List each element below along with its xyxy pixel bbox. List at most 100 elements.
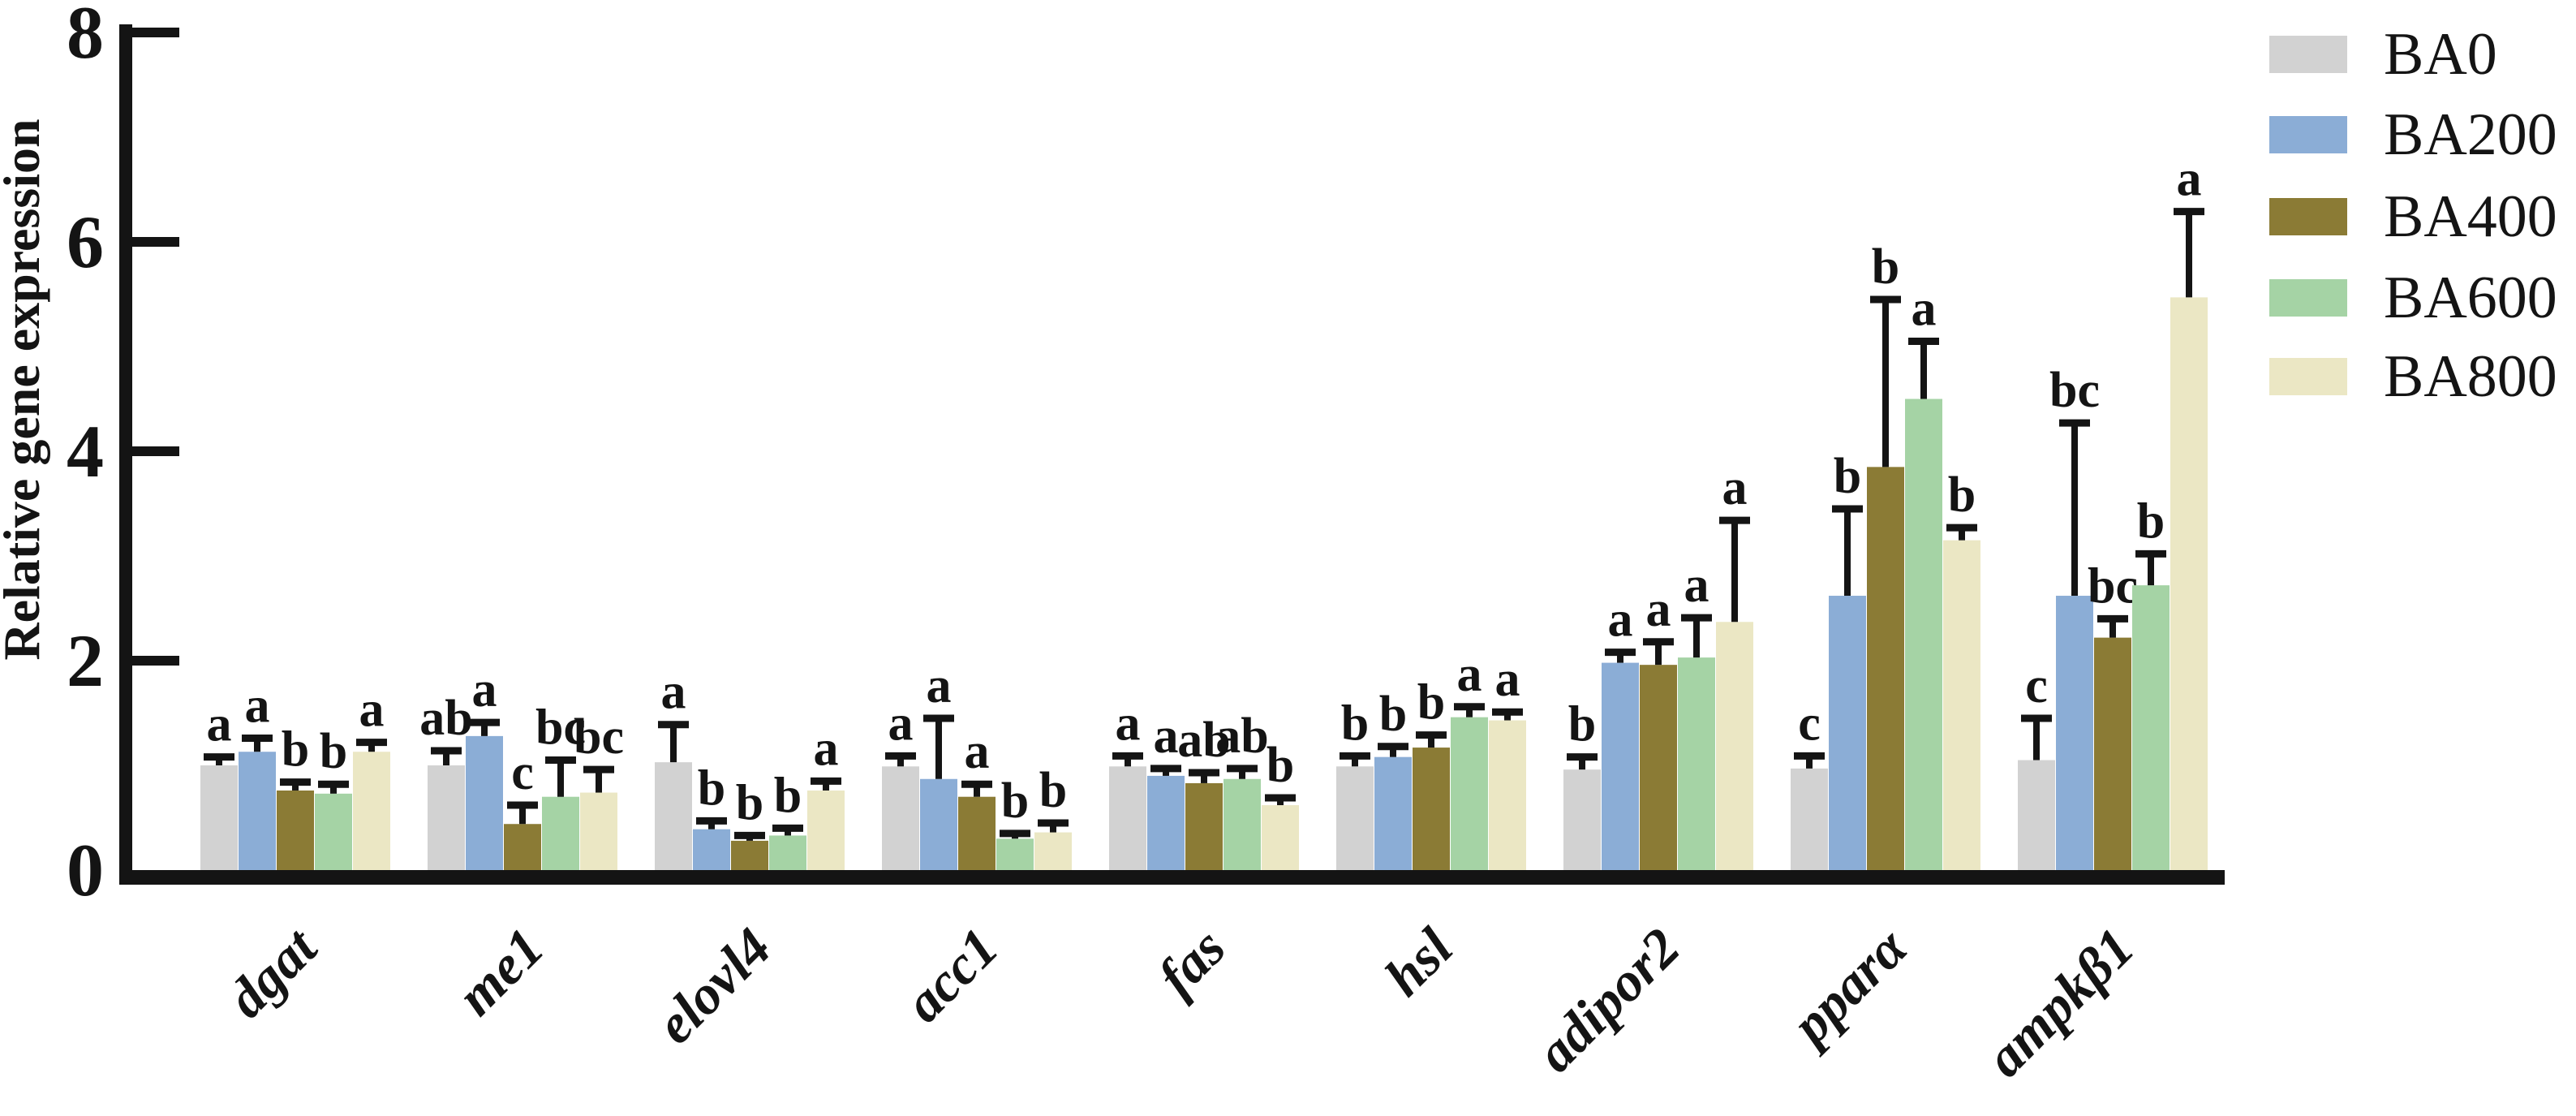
significance-letter: b	[2137, 493, 2165, 549]
bar-BA400-adipor2	[1640, 665, 1677, 870]
y-tick-label: 8	[67, 0, 104, 74]
legend-swatch-BA600	[2269, 279, 2347, 317]
bar-BA0-adipor2	[1563, 769, 1601, 870]
bar-BA400-ampkβ1	[2094, 637, 2131, 870]
significance-letter: a	[1154, 709, 1179, 764]
bar-BA0-hsl	[1336, 766, 1374, 870]
bar-BA400-acc1	[958, 796, 996, 870]
bar-BA200-hsl	[1374, 756, 1412, 870]
bar-BA0-ampkβ1	[2018, 760, 2055, 870]
significance-letter: bc	[574, 709, 624, 765]
bar-BA600-hsl	[1451, 717, 1488, 870]
significance-letter: a	[472, 662, 497, 717]
bar-BA400-pparα	[1867, 467, 1904, 870]
bar-BA600-dgat	[315, 793, 352, 870]
bar-BA400-me1	[504, 824, 541, 870]
significance-letter: a	[1457, 647, 1482, 702]
legend-swatch-BA0	[2269, 36, 2347, 73]
bar-BA800-pparα	[1943, 540, 1980, 870]
significance-letter: ab	[1215, 709, 1268, 764]
y-tick-label: 0	[67, 829, 104, 911]
significance-letter: b	[1834, 449, 1861, 504]
bar-BA600-ampkβ1	[2132, 585, 2170, 870]
significance-letter: a	[1646, 582, 1671, 637]
bar-BA400-elovl4	[731, 840, 768, 870]
significance-letter: a	[1116, 696, 1141, 751]
significance-letter: a	[1684, 558, 1709, 613]
significance-letter: b	[320, 724, 347, 779]
significance-letter: a	[359, 683, 385, 738]
bar-BA200-elovl4	[693, 829, 730, 870]
y-axis-spine	[119, 24, 132, 885]
legend-label-BA400: BA400	[2384, 183, 2557, 250]
significance-letter: ab	[419, 691, 472, 746]
significance-letter: b	[1872, 239, 1899, 295]
significance-letter: c	[2025, 658, 2048, 713]
significance-letter: a	[1608, 592, 1633, 648]
y-tick	[132, 446, 179, 456]
bar-BA800-elovl4	[807, 790, 845, 870]
y-tick	[132, 28, 179, 37]
legend-swatch-BA200	[2269, 116, 2347, 153]
significance-letter: a	[1912, 282, 1937, 337]
bar-BA600-acc1	[996, 838, 1034, 870]
bar-BA200-fas	[1147, 775, 1185, 870]
bar-BA800-me1	[580, 792, 617, 870]
bar-BA600-elovl4	[769, 835, 806, 870]
significance-letter: b	[1039, 763, 1067, 818]
legend-label-BA800: BA800	[2384, 343, 2557, 410]
bar-BA600-me1	[542, 796, 579, 870]
bar-BA0-acc1	[882, 766, 919, 870]
bar-BA0-me1	[428, 765, 465, 870]
significance-letter: b	[736, 775, 763, 830]
bar-BA200-adipor2	[1602, 662, 1639, 870]
x-axis-line	[119, 870, 2225, 885]
significance-letter: bc	[535, 700, 586, 756]
x-category-label-hsl: hsl	[1373, 916, 1464, 1008]
bar-BA200-pparα	[1829, 596, 1866, 870]
bar-BA800-dgat	[353, 752, 390, 870]
bar-BA600-pparα	[1905, 399, 1942, 870]
x-category-label-dgat: dgat	[215, 915, 329, 1029]
significance-letter: bc	[2088, 558, 2138, 614]
bar-BA400-fas	[1185, 782, 1223, 870]
bar-BA800-ampkβ1	[2170, 297, 2208, 870]
significance-letter: a	[814, 721, 839, 776]
significance-letter: b	[1568, 697, 1596, 752]
bar-BA200-ampkβ1	[2056, 596, 2093, 870]
bar-BA400-dgat	[277, 790, 314, 870]
significance-letter: a	[1722, 460, 1748, 515]
y-tick	[132, 237, 179, 247]
bar-BA200-acc1	[920, 778, 957, 870]
significance-letter: a	[207, 697, 232, 752]
significance-letter: b	[282, 722, 309, 778]
significance-letter: c	[511, 745, 534, 800]
bar-BA800-adipor2	[1716, 622, 1753, 870]
significance-letter: a	[661, 665, 686, 720]
legend-label-BA600: BA600	[2384, 265, 2557, 331]
bar-BA800-acc1	[1034, 832, 1072, 870]
significance-letter: c	[1798, 696, 1821, 751]
bar-BA600-fas	[1223, 778, 1261, 870]
x-category-label-pparα: pparα	[1777, 916, 1920, 1058]
significance-letter: b	[1948, 468, 1976, 523]
bar-BA0-pparα	[1791, 768, 1828, 870]
significance-letter: b	[698, 761, 725, 816]
legend-label-BA0: BA0	[2384, 21, 2497, 88]
x-category-label-me1: me1	[445, 916, 556, 1028]
significance-letter: bc	[2049, 363, 2100, 418]
significance-letter: b	[1417, 675, 1445, 730]
bar-BA800-hsl	[1489, 720, 1526, 870]
significance-letter: a	[2177, 152, 2202, 207]
x-category-label-ampkβ1: ampkβ1	[1974, 916, 2146, 1088]
significance-letter: b	[1001, 773, 1029, 829]
y-tick-label: 6	[67, 200, 104, 283]
legend-swatch-BA400	[2269, 198, 2347, 235]
bar-BA0-elovl4	[655, 762, 692, 870]
significance-letter: b	[1379, 687, 1407, 742]
x-category-label-elovl4: elovl4	[643, 916, 782, 1055]
y-axis-title: Relative gene expression	[0, 118, 50, 660]
significance-letter: b	[1341, 696, 1369, 751]
